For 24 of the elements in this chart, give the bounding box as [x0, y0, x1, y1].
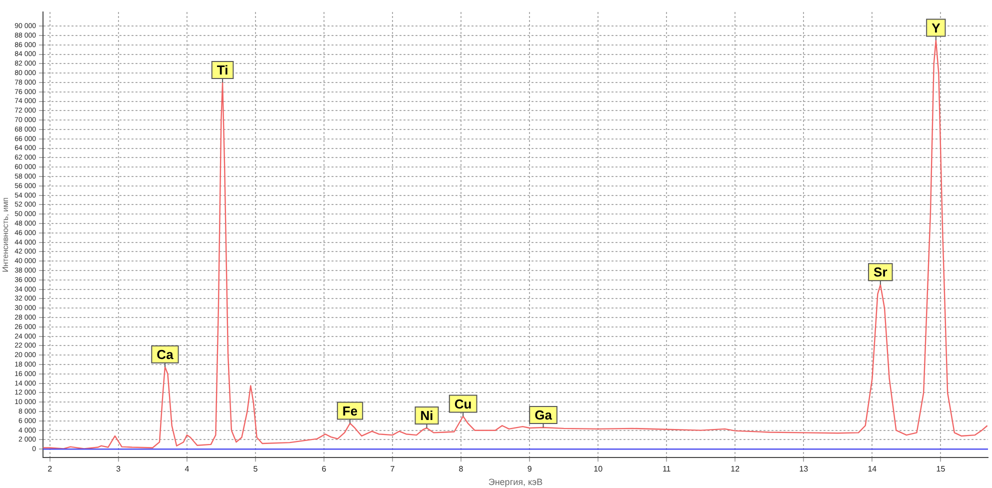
x-tick-label: 2 [48, 464, 53, 474]
annotation: Fe [342, 403, 358, 418]
y-axis-title: Интенсивность, имп [1, 197, 10, 272]
x-tick-label: 5 [253, 464, 258, 474]
annotation: Cu [454, 396, 472, 412]
annotation: Y [932, 20, 941, 36]
x-tick-label: 14 [868, 464, 878, 474]
x-tick-label: 8 [458, 464, 464, 474]
annotation: Ni [420, 408, 434, 424]
x-tick-label: 9 [527, 464, 532, 474]
annotation: Ga [534, 408, 553, 423]
annotation: Ca [156, 346, 174, 362]
x-tick-label: 12 [730, 464, 740, 474]
annotation: Ti [216, 62, 228, 78]
x-tick-label: 7 [390, 464, 396, 474]
x-tick-label: 10 [594, 464, 604, 474]
annotation: Sr [874, 264, 888, 280]
x-tick-label: 4 [184, 464, 190, 474]
x-axis-title: Энергия, кэВ [488, 477, 543, 488]
x-tick-label: 6 [322, 464, 327, 474]
x-tick-label: 15 [936, 464, 946, 474]
x-tick-label: 3 [116, 464, 122, 474]
x-tick-label: 11 [662, 464, 672, 474]
x-tick-label: 13 [799, 464, 809, 474]
